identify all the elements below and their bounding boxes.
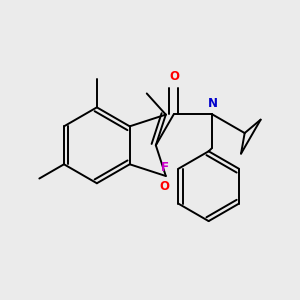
Text: F: F <box>160 161 169 174</box>
Text: N: N <box>207 97 218 110</box>
Text: O: O <box>159 180 169 193</box>
Text: O: O <box>169 70 179 83</box>
